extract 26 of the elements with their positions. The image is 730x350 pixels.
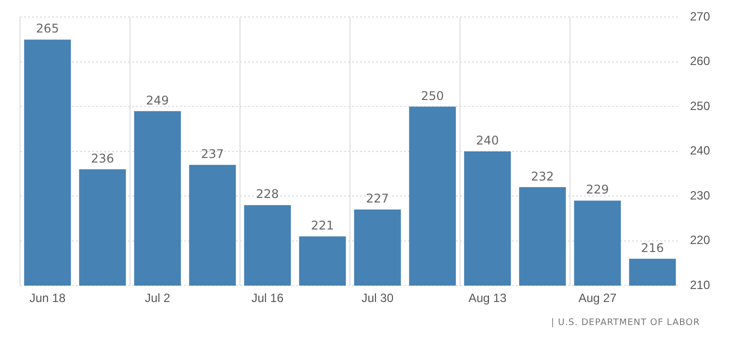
- y-tick-label: 270: [690, 10, 710, 24]
- x-tick-label: Jul 2: [144, 291, 170, 306]
- y-tick-label: 240: [690, 144, 710, 158]
- y-tick-label: 210: [690, 278, 710, 292]
- data-label: 216: [641, 240, 664, 255]
- x-tick-label: Aug 27: [578, 291, 617, 306]
- data-label: 232: [531, 169, 554, 184]
- y-tick-label: 250: [690, 98, 710, 113]
- data-label: 250: [421, 88, 444, 103]
- y-tick-label: 260: [690, 54, 710, 68]
- x-tick-label: Aug 13: [468, 291, 507, 306]
- data-label: 240: [476, 134, 499, 148]
- data-label: 249: [146, 93, 169, 108]
- x-tick-label: Jun 18: [29, 291, 66, 306]
- data-label: 228: [256, 187, 279, 202]
- data-label: 221: [311, 218, 334, 233]
- data-label: 229: [586, 182, 609, 197]
- y-tick-label: 220: [690, 233, 710, 248]
- data-label: 237: [201, 146, 224, 161]
- data-label: 265: [36, 22, 59, 36]
- x-tick-label: Jul 16: [251, 291, 284, 306]
- data-label: 236: [91, 151, 114, 166]
- y-tick-label: 230: [690, 188, 710, 202]
- x-tick-label: Jul 30: [361, 291, 394, 306]
- text: | U.S. DEPARTMENT OF LABOR: [551, 318, 700, 328]
- data-label: 227: [366, 192, 389, 206]
